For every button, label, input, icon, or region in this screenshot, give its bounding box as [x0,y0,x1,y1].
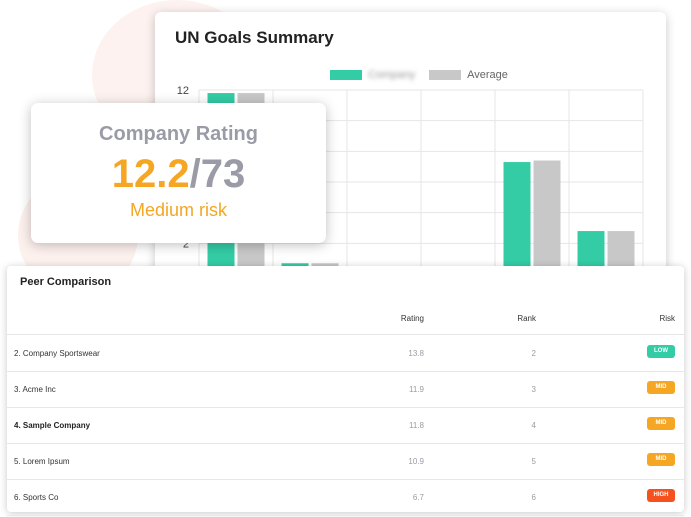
risk-badge: MID [647,453,675,466]
peer-rank: 6 [531,493,536,502]
risk-badge: MID [647,417,675,430]
legend-label-average: Average [467,69,508,81]
chart-legend[interactable]: Company Average [330,68,508,82]
company-rating-card: Company Rating 12.2/73 Medium risk [31,103,326,243]
y-tick-label: 12 [177,85,189,97]
peer-rating: 11.8 [409,421,424,430]
y-tick-label: 2 [183,238,189,250]
table-row[interactable]: 6. Sports Co 6.7 6 HIGH [7,479,684,516]
rating-max: /73 [189,152,246,196]
legend-swatch-company [330,70,362,80]
un-goals-title: UN Goals Summary [175,28,334,47]
peer-name: 3. Acme Inc [14,385,56,394]
risk-badge: HIGH [647,489,675,502]
rating-score: 12.2/73 [31,152,326,196]
peer-rank: 4 [531,421,536,430]
peer-rank: 3 [531,385,536,394]
table-row[interactable]: 3. Acme Inc 11.9 3 MID [7,371,684,408]
peer-name: 6. Sports Co [14,493,59,502]
table-header: Rating Rank Risk [7,310,684,332]
rating-value: 12.2 [111,152,190,196]
peer-comparison-card: Peer Comparison Rating Rank Risk 2. Comp… [7,266,684,516]
peer-rank: 5 [531,457,536,466]
peer-rating: 13.8 [408,349,424,358]
peer-rating: 6.7 [412,493,424,502]
header-divider [7,334,684,335]
peer-comparison-title: Peer Comparison [20,276,112,288]
risk-badge: LOW [647,345,675,358]
column-header-rating[interactable]: Rating [400,314,424,323]
column-header-risk[interactable]: Risk [659,314,675,323]
legend-swatch-average [429,70,462,80]
bar-company-goal-8 [503,162,531,274]
peer-name: 5. Lorem Ipsum [14,457,70,466]
peer-rating: 11.9 [409,385,424,394]
table-row[interactable]: 5. Lorem Ipsum 10.9 5 MID [7,443,684,480]
table-row[interactable]: 2. Company Sportswear 13.8 2 LOW [7,335,684,372]
bar-average-goal-8 [533,160,561,274]
rating-risk-label: Medium risk [129,200,227,220]
peer-rating: 10.9 [408,457,424,466]
risk-badge: MID [647,381,675,394]
peer-rank: 2 [531,349,536,358]
rating-title: Company Rating [99,123,258,145]
table-row[interactable]: 4. Sample Company 11.8 4 MID [7,407,684,444]
peer-name: 2. Company Sportswear [14,349,100,358]
peer-name: 4. Sample Company [14,421,91,430]
legend-label-company: Company [368,69,416,81]
column-header-rank[interactable]: Rank [517,314,536,323]
